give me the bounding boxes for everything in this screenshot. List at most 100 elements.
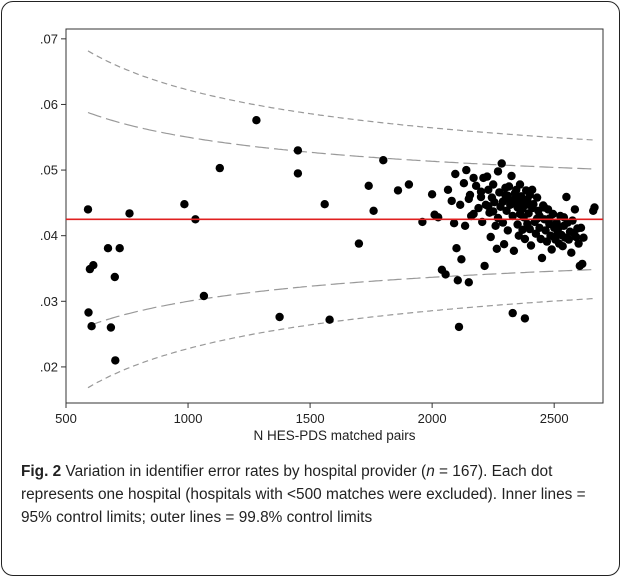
data-point — [576, 223, 586, 232]
data-point — [106, 323, 116, 332]
data-point — [590, 203, 599, 212]
data-point — [103, 244, 113, 253]
data-point — [532, 193, 542, 202]
data-point — [520, 234, 530, 244]
data-point — [293, 146, 303, 155]
data-point — [125, 209, 134, 218]
data-point — [499, 240, 509, 249]
data-point — [180, 200, 189, 209]
data-point — [559, 213, 569, 222]
data-point — [354, 239, 364, 248]
data-point — [469, 173, 478, 183]
inner-control-limit-lower — [87, 268, 596, 327]
data-point — [493, 213, 503, 223]
data-points — [83, 116, 599, 365]
data-point — [115, 244, 124, 253]
data-point — [498, 197, 508, 206]
data-point — [369, 206, 378, 215]
data-point — [252, 116, 261, 125]
x-tick-label: 2000 — [418, 411, 447, 426]
data-point — [506, 200, 515, 209]
figure-label: Fig. 2 — [21, 463, 62, 480]
data-point — [579, 233, 588, 242]
inner-control-limit-upper — [87, 111, 596, 170]
y-tick-label: .07 — [40, 31, 58, 46]
data-point — [87, 322, 96, 331]
data-point — [404, 180, 414, 189]
data-point — [558, 242, 567, 251]
data-point — [508, 211, 517, 221]
data-point — [568, 216, 577, 225]
data-point — [509, 246, 519, 255]
data-point — [462, 165, 471, 175]
data-point — [523, 219, 532, 229]
data-point — [325, 315, 334, 324]
data-point — [453, 276, 462, 285]
y-tick-label: .04 — [40, 228, 58, 243]
data-point — [443, 185, 453, 194]
data-point — [521, 200, 531, 209]
data-point — [491, 221, 500, 230]
data-point — [554, 223, 564, 232]
data-point — [393, 186, 403, 195]
data-point — [508, 308, 517, 318]
control-limit-lines — [87, 50, 596, 389]
data-point — [471, 181, 481, 190]
data-point — [484, 202, 493, 211]
data-point — [484, 185, 493, 194]
data-point — [320, 200, 329, 209]
data-point — [540, 203, 549, 212]
data-point — [474, 203, 483, 213]
data-point — [451, 169, 460, 179]
data-point — [501, 183, 510, 192]
data-point — [507, 171, 516, 181]
x-tick-label: 500 — [55, 411, 77, 426]
data-point — [520, 314, 530, 323]
data-point — [480, 261, 489, 271]
data-point — [493, 167, 503, 176]
data-point — [364, 181, 373, 190]
data-point — [460, 221, 470, 230]
data-point — [476, 187, 486, 196]
data-point — [535, 211, 544, 221]
x-tick-label: 2500 — [540, 411, 569, 426]
outer-control-limit-lower — [87, 297, 596, 389]
outer-control-limit-upper — [87, 50, 596, 141]
x-axis-title: N HES-PDS matched pairs — [253, 428, 415, 443]
data-point — [578, 259, 587, 269]
data-point — [503, 191, 512, 200]
data-point — [469, 209, 478, 219]
funnel-plot: .02 .03 .04 .05 .06 .07 500 1000 1500 2000 2500 N … — [40, 28, 604, 443]
data-point — [293, 169, 303, 178]
data-point — [503, 226, 512, 235]
data-point — [518, 225, 527, 234]
data-point — [215, 163, 224, 173]
data-point — [457, 255, 466, 264]
data-point — [199, 291, 209, 301]
y-tick-label: .03 — [40, 294, 58, 309]
data-point — [447, 196, 456, 206]
x-tick-label: 1000 — [174, 411, 203, 426]
data-point — [486, 232, 495, 242]
data-point — [515, 209, 525, 219]
data-point — [567, 248, 576, 257]
figure-caption: Fig. 2 Variation in identifier error rat… — [21, 460, 611, 529]
data-point — [275, 312, 284, 322]
data-point — [456, 200, 465, 209]
caption-n-symbol: n — [426, 463, 435, 480]
data-point — [537, 253, 547, 263]
data-point — [434, 213, 443, 222]
data-point — [571, 232, 581, 242]
data-point — [459, 179, 469, 188]
data-point — [441, 270, 450, 279]
data-point — [482, 172, 492, 181]
data-point — [512, 185, 521, 194]
data-point — [89, 261, 98, 270]
y-tick-label: .06 — [40, 97, 58, 112]
data-point — [541, 226, 550, 235]
y-tick-label: .02 — [40, 359, 58, 374]
data-point — [513, 220, 522, 229]
data-point — [564, 235, 573, 244]
data-point — [526, 241, 536, 250]
data-point — [464, 194, 473, 204]
